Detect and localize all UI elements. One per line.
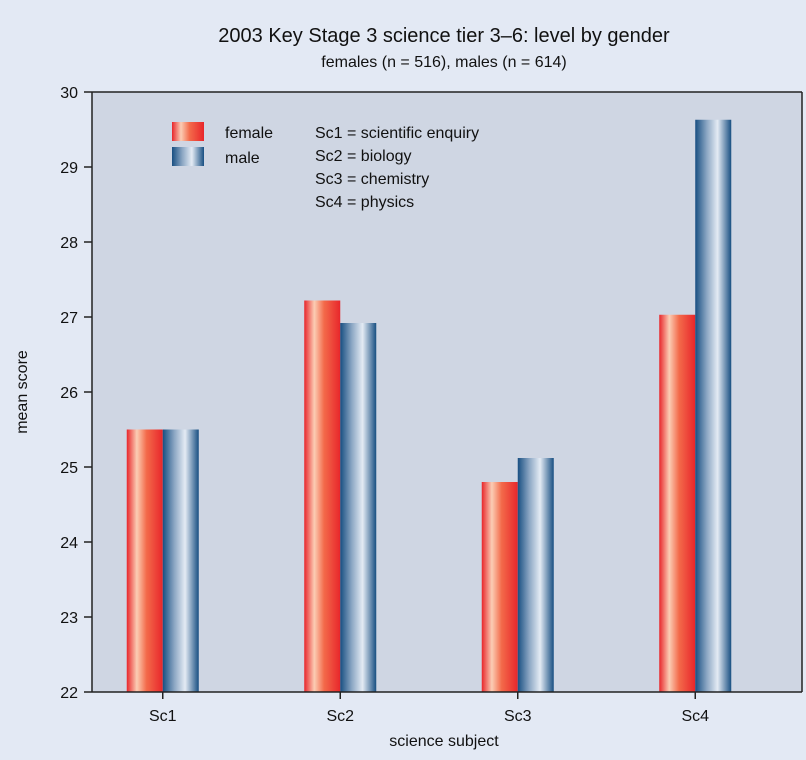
y-axis-label: mean score xyxy=(14,350,31,434)
y-tick-label: 27 xyxy=(60,310,78,327)
bar-male xyxy=(163,430,199,693)
y-tick-label: 29 xyxy=(60,160,78,177)
y-tick-label: 26 xyxy=(60,385,78,402)
legend-label-female: female xyxy=(225,125,273,142)
y-tick-label: 28 xyxy=(60,235,78,252)
y-tick-label: 25 xyxy=(60,460,78,477)
bar-female xyxy=(304,301,340,693)
annotation-line: Sc1 = scientific enquiry xyxy=(315,125,479,142)
chart-subtitle: females (n = 516), males (n = 614) xyxy=(321,54,566,71)
bar-male xyxy=(518,458,554,692)
x-tick-label: Sc3 xyxy=(504,708,532,725)
annotation-line: Sc2 = biology xyxy=(315,148,412,165)
x-axis-label: science subject xyxy=(389,733,499,750)
y-tick-label: 30 xyxy=(60,85,78,102)
y-tick-label: 23 xyxy=(60,610,78,627)
x-tick-label: Sc4 xyxy=(681,708,709,725)
legend-swatch-female xyxy=(172,122,204,141)
y-axis: 22 23 24 25 26 27 28 29 30 xyxy=(60,85,92,702)
bar-female xyxy=(659,315,695,692)
bar-male xyxy=(695,120,731,692)
y-tick-label: 24 xyxy=(60,535,78,552)
annotation-line: Sc4 = physics xyxy=(315,194,414,211)
bar-male xyxy=(340,323,376,692)
bar-female xyxy=(482,482,518,692)
legend-label-male: male xyxy=(225,150,260,167)
x-tick-label: Sc2 xyxy=(326,708,354,725)
y-tick-label: 22 xyxy=(60,685,78,702)
x-tick-label: Sc1 xyxy=(149,708,177,725)
x-axis: Sc1 Sc2 Sc3 Sc4 xyxy=(149,692,709,725)
bar-female xyxy=(127,430,163,693)
legend-swatch-male xyxy=(172,147,204,166)
annotation-line: Sc3 = chemistry xyxy=(315,171,429,188)
chart-title: 2003 Key Stage 3 science tier 3–6: level… xyxy=(218,25,670,47)
